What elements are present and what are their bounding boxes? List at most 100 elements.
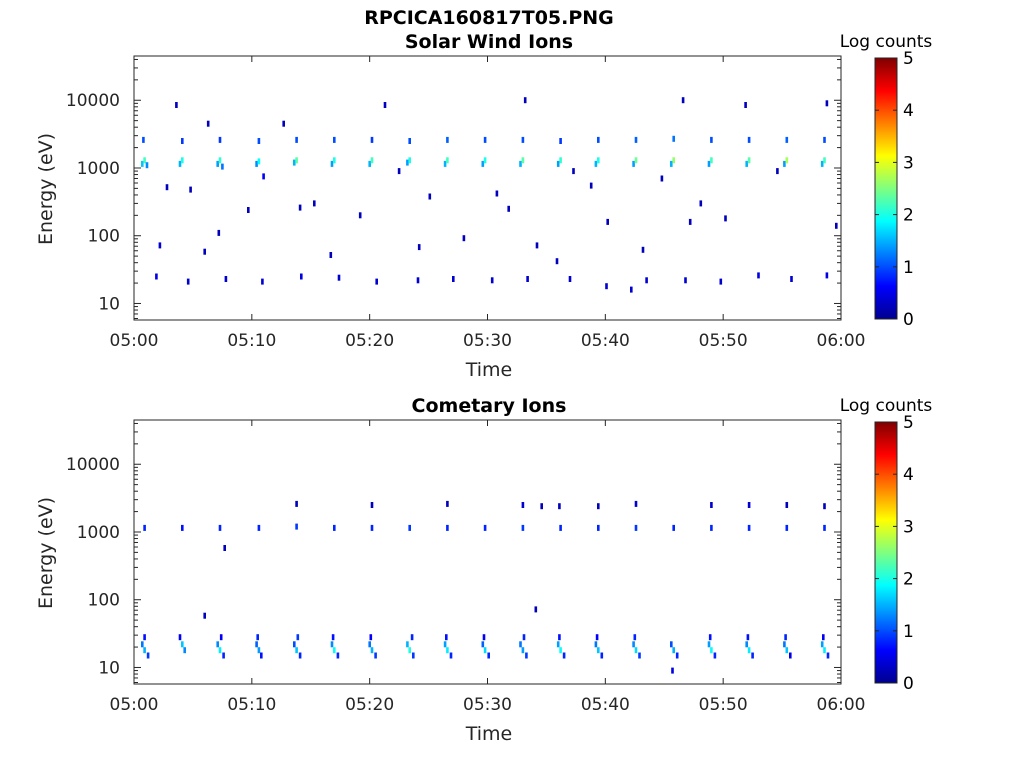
colorbar-ticks: 0 1 2 3 4 5 [875, 49, 914, 330]
heatmap-cell [783, 641, 786, 648]
heatmap-cell [589, 182, 593, 189]
heatmap-cell [710, 524, 713, 531]
heatmap-cell [452, 276, 455, 282]
heatmap-cell [670, 160, 673, 167]
heatmap-cell [747, 157, 751, 164]
heatmap-cell [597, 157, 600, 164]
heatmap-cell [446, 136, 449, 143]
heatmap-cell [298, 204, 302, 211]
heatmap-cell [785, 136, 789, 143]
x-axis-label: Time [465, 359, 513, 381]
heatmap-cell [142, 136, 145, 143]
heatmap-cell [218, 136, 222, 143]
heatmap-cell [368, 160, 371, 167]
heatmap-cell [672, 524, 675, 531]
heatmap-cell [684, 277, 687, 284]
heatmap-cell [143, 647, 146, 654]
heatmap-cell [483, 136, 487, 143]
heatmap-cell [298, 652, 302, 659]
heatmap-cell [633, 634, 637, 641]
heatmap-cell [521, 136, 525, 143]
heatmap-cell [256, 634, 259, 641]
heatmap-cell [408, 647, 411, 654]
heatmap-cell [296, 634, 300, 641]
heatmap-cell [630, 286, 633, 293]
heatmap-cell [660, 175, 664, 182]
heatmap-cell [597, 647, 600, 654]
heatmap-cell [295, 157, 298, 164]
heatmap-cell [672, 647, 675, 654]
heatmap-cell [825, 100, 829, 107]
heatmap-cell [257, 158, 261, 165]
colorbar [874, 421, 898, 684]
heatmap-cell [462, 235, 466, 242]
heatmap-cell [606, 218, 609, 225]
heatmap-cell [175, 102, 178, 108]
heatmap-cell [446, 647, 449, 654]
heatmap-cell [216, 641, 219, 648]
heatmap-cell [526, 276, 529, 282]
heatmap-cell [826, 652, 830, 659]
heatmap-cell [189, 186, 192, 193]
heatmap-cell [217, 229, 221, 236]
heatmap-cell [203, 248, 206, 255]
y-tick-label: 1000 [77, 523, 120, 543]
x-tick-label: 05:00 [110, 695, 159, 715]
heatmap-cell [785, 524, 789, 531]
heatmap-cell [375, 278, 378, 285]
heatmap-cell [744, 102, 747, 108]
heatmap-cell [707, 160, 711, 167]
heatmap-cell [333, 524, 336, 531]
heatmap-cell [757, 272, 760, 279]
heatmap-cell [572, 168, 575, 175]
colorbar-tick-label: 0 [903, 310, 914, 330]
heatmap-cell [521, 157, 525, 164]
colorbar-label: Log counts [840, 396, 933, 416]
heatmap-cell [634, 500, 638, 507]
plot-frame [133, 419, 842, 685]
x-tick-label: 06:00 [817, 695, 866, 715]
heatmap-cell [443, 160, 447, 167]
heatmap-cell [416, 277, 420, 284]
heatmap-cell [203, 612, 206, 619]
heatmap-cell [257, 647, 261, 654]
heatmap-cell [490, 277, 494, 284]
heatmap-cell [329, 252, 333, 258]
heatmap-cell [260, 652, 263, 659]
heatmap-cell [221, 163, 224, 170]
heatmap-cell [446, 157, 449, 164]
heatmap-cell [206, 120, 210, 127]
colorbar-label: Log counts [840, 32, 933, 52]
heatmap-cell [672, 135, 675, 142]
heatmap-cell [333, 157, 336, 164]
heatmap-cells [141, 97, 838, 293]
heatmap-cell [181, 641, 184, 648]
heatmap-cell [568, 276, 572, 282]
panel-solar-wind: Solar Wind Ions 05:00 05:10 05:20 05:30 05:4… [35, 31, 932, 381]
heatmap-cell [218, 524, 222, 531]
heatmap-cell [483, 524, 487, 531]
heatmap-cell [820, 160, 824, 167]
heatmap-cell [333, 136, 336, 143]
heatmap-cell [790, 276, 793, 282]
heatmap-cell [632, 641, 635, 648]
heatmap-cell [224, 276, 228, 282]
heatmap-cell [785, 502, 789, 508]
heatmap-cell [597, 136, 600, 143]
heatmap-cell [216, 160, 219, 167]
heatmap-cell [143, 157, 146, 164]
heatmap-cell [835, 222, 838, 229]
heatmap-cell [671, 667, 674, 674]
heatmap-cell [218, 157, 222, 164]
heatmap-cell [519, 160, 522, 167]
heatmap-cell [337, 274, 341, 281]
heatmap-cell [746, 634, 750, 641]
heatmap-cell [559, 157, 562, 164]
colorbar-ticks: 0 1 2 3 4 5 [875, 413, 914, 694]
heatmap-cell [555, 258, 559, 265]
chart-title: Cometary Ions [412, 395, 567, 417]
heatmap-cell [300, 273, 303, 280]
x-tick-label: 06:00 [817, 331, 866, 351]
heatmap-cell [293, 159, 296, 166]
heatmap-cell [688, 218, 692, 225]
